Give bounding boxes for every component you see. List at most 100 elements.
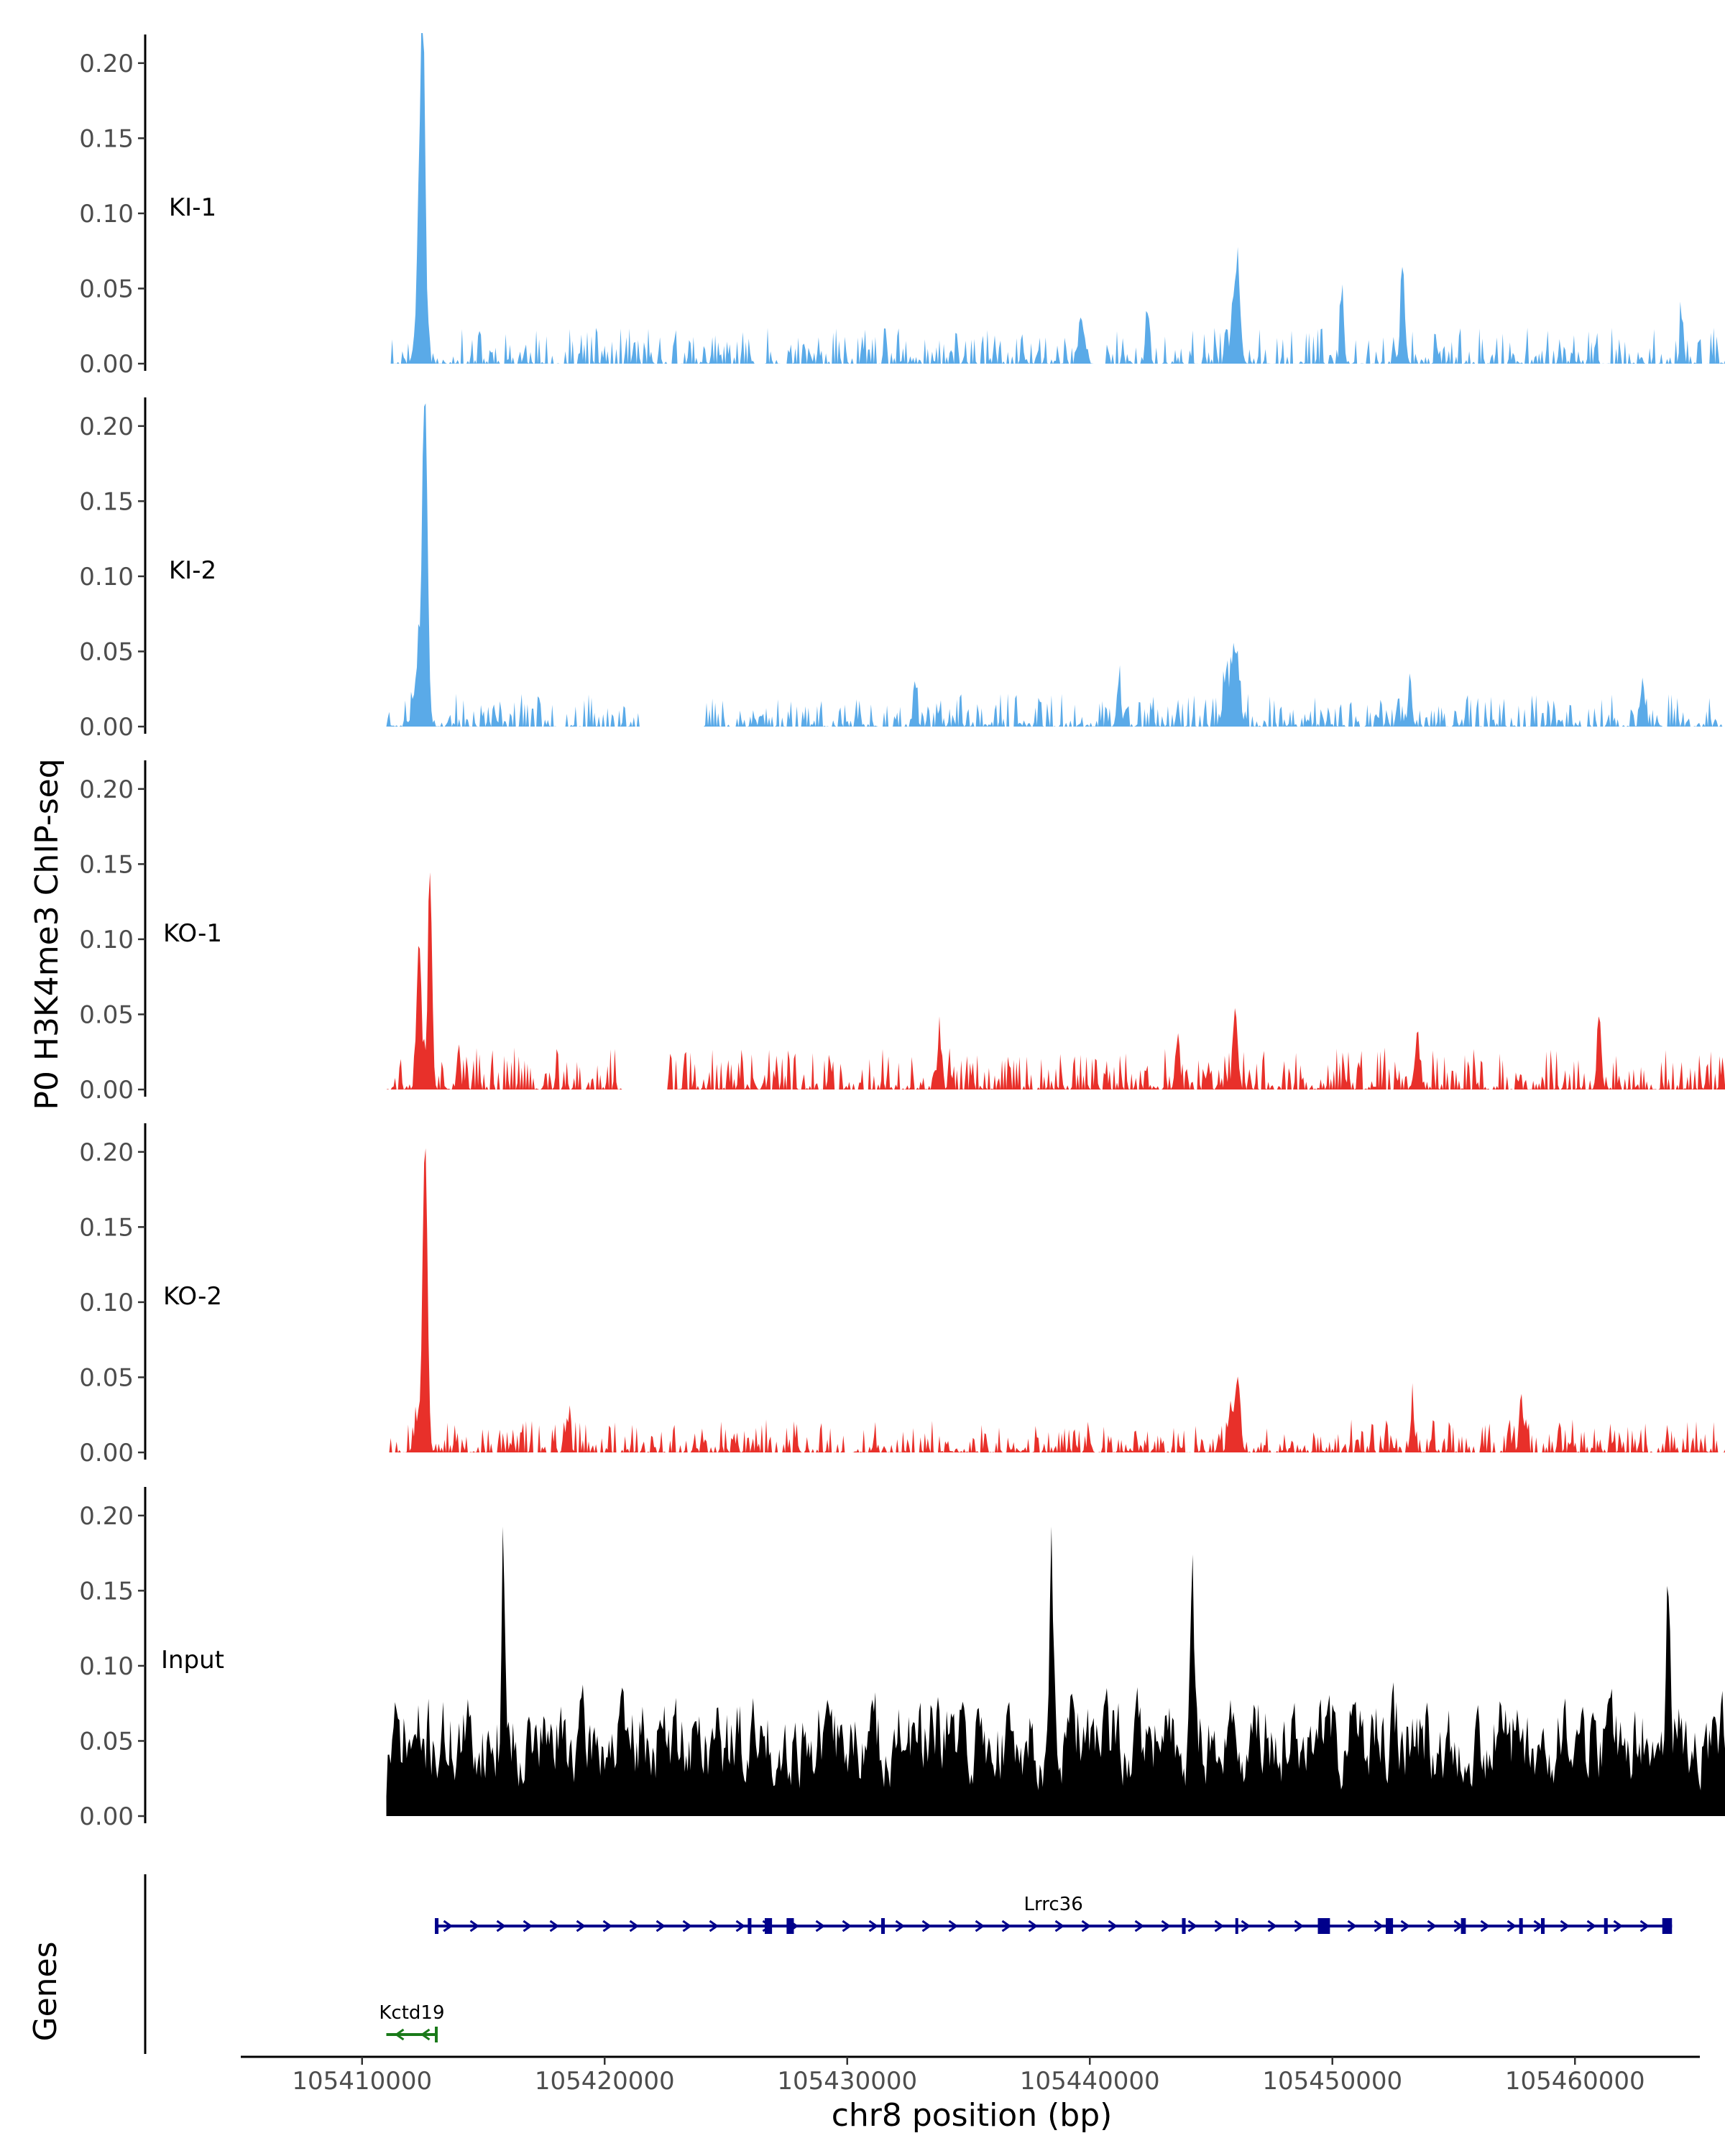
strand-arrow — [868, 1920, 879, 1932]
strand-arrow — [602, 1920, 613, 1932]
strand-arrow — [1586, 1920, 1597, 1932]
x-tick-label: 105450000 — [1262, 2067, 1402, 2096]
signal-area — [386, 33, 1725, 364]
strand-arrow — [709, 1920, 719, 1932]
y-tick-label: 0.10 — [79, 1289, 134, 1317]
strand-arrow — [1506, 1920, 1517, 1932]
strand-arrow — [1639, 1920, 1650, 1932]
x-tick-label: 105410000 — [292, 2067, 432, 2096]
y-tick-label: 0.00 — [79, 713, 134, 742]
strand-arrow — [1241, 1920, 1251, 1932]
strand-arrow — [1054, 1920, 1065, 1932]
tracks-layer: 0.00 0.05 0.10 0.15 0.20 KI-1 0.00 0.05 0.10 0.15… — [79, 33, 1725, 1831]
x-axis-title: chr8 position (bp) — [832, 2097, 1113, 2134]
exon — [1662, 1918, 1673, 1934]
track-label: KI-1 — [169, 193, 216, 222]
exon — [881, 1918, 886, 1934]
exon — [786, 1918, 794, 1934]
exon — [1541, 1918, 1545, 1934]
y-tick-label: 0.15 — [79, 124, 134, 153]
y-tick-label: 0.20 — [79, 1138, 134, 1167]
strand-arrow — [1081, 1920, 1092, 1932]
strand-arrow — [1187, 1920, 1198, 1932]
strand-arrow — [1480, 1920, 1491, 1932]
gene-lrrc36: Lrrc36 — [435, 1894, 1673, 1934]
exon — [1317, 1918, 1330, 1934]
strand-arrow — [948, 1920, 959, 1932]
x-axis: 105410000 105420000 105430000 105440000 1054… — [241, 2055, 1700, 2096]
strand-arrow — [656, 1920, 666, 1932]
track-label: KO-1 — [163, 919, 222, 948]
exon — [765, 1918, 773, 1934]
track-input: 0.00 0.05 0.10 0.15 0.20 Input — [79, 1487, 1725, 1831]
strand-arrow — [1161, 1920, 1172, 1932]
exon — [1235, 1918, 1238, 1934]
strand-arrow — [523, 1920, 533, 1932]
strand-arrow — [921, 1920, 932, 1932]
strand-arrow — [1001, 1920, 1012, 1932]
strand-arrow — [576, 1920, 586, 1932]
strand-arrow — [895, 1920, 906, 1932]
signal-area — [386, 1526, 1725, 1816]
strand-arrow — [1560, 1920, 1570, 1932]
gene-kctd19: Kctd19 — [379, 2002, 445, 2042]
strand-arrow — [443, 1920, 454, 1932]
strand-arrow — [815, 1920, 826, 1932]
y-tick-label: 0.10 — [79, 200, 134, 229]
track-ki-2: 0.00 0.05 0.10 0.15 0.20 KI-2 — [79, 397, 1725, 742]
exon — [748, 1918, 752, 1934]
strand-arrow — [1214, 1920, 1225, 1932]
strand-arrow — [1427, 1920, 1438, 1932]
track-label: KI-2 — [169, 556, 216, 585]
strand-arrow — [549, 1920, 560, 1932]
signal-area — [386, 403, 1725, 727]
y-tick-label: 0.00 — [79, 1076, 134, 1105]
y-axis-title: P0 H3K4me3 ChIP-seq — [29, 758, 65, 1110]
track-label: KO-2 — [163, 1282, 222, 1311]
y-tick-label: 0.20 — [79, 1502, 134, 1531]
strand-arrow — [1267, 1920, 1278, 1932]
y-tick-label: 0.15 — [79, 1213, 134, 1242]
strand-arrow — [975, 1920, 985, 1932]
y-tick-label: 0.20 — [79, 50, 134, 78]
y-tick-label: 0.00 — [79, 350, 134, 379]
track-ko-1: 0.00 0.05 0.10 0.15 0.20 KO-1 — [79, 760, 1725, 1105]
exon — [1386, 1918, 1394, 1934]
strand-arrow — [1134, 1920, 1145, 1932]
strand-arrow — [1400, 1920, 1411, 1932]
x-tick-label: 105430000 — [777, 2067, 917, 2096]
strand-arrow — [1347, 1920, 1358, 1932]
y-tick-label: 0.15 — [79, 850, 134, 879]
genes-panel: Lrrc36 Kctd19 — [144, 1874, 1673, 2054]
gene-name: Lrrc36 — [1024, 1894, 1083, 1915]
gene-name: Kctd19 — [379, 2002, 444, 2024]
signal-area — [386, 872, 1725, 1089]
exon — [1604, 1918, 1608, 1934]
y-tick-label: 0.05 — [79, 1000, 134, 1029]
strand-arrow — [496, 1920, 507, 1932]
strand-arrow — [682, 1920, 693, 1932]
strand-arrow — [1374, 1920, 1384, 1932]
exon — [435, 2027, 438, 2042]
y-tick-label: 0.00 — [79, 1802, 134, 1831]
strand-arrow — [469, 1920, 480, 1932]
strand-arrow — [842, 1920, 852, 1932]
y-tick-label: 0.15 — [79, 487, 134, 516]
strand-arrow — [420, 2028, 431, 2041]
strand-arrow — [394, 2028, 405, 2041]
signal-area — [386, 1148, 1725, 1452]
strand-arrow — [1108, 1920, 1118, 1932]
strand-arrow — [1613, 1920, 1624, 1932]
x-tick-label: 105440000 — [1020, 2067, 1160, 2096]
exon — [1460, 1918, 1466, 1934]
track-ko-2: 0.00 0.05 0.10 0.15 0.20 KO-2 — [79, 1123, 1725, 1468]
y-tick-label: 0.20 — [79, 775, 134, 804]
y-tick-label: 0.10 — [79, 1652, 134, 1681]
genes-panel-label: Genes — [27, 1941, 64, 2041]
y-tick-label: 0.00 — [79, 1439, 134, 1468]
strand-arrow — [1294, 1920, 1305, 1932]
y-tick-label: 0.10 — [79, 926, 134, 954]
exon — [435, 1918, 439, 1934]
x-tick-label: 105460000 — [1505, 2067, 1645, 2096]
y-tick-label: 0.05 — [79, 637, 134, 666]
